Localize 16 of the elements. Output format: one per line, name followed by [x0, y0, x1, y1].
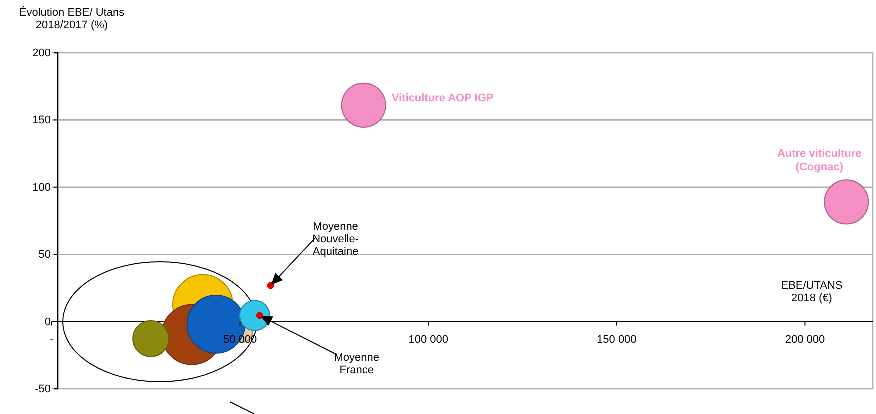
y-tick-label: 50	[38, 249, 51, 262]
y-tick-label: 0	[44, 316, 51, 328]
y-tick-label: -50	[35, 384, 51, 396]
y-tick-label: 200	[32, 48, 51, 60]
x-tick-label: 100 000	[408, 334, 448, 346]
y-axis-title: Évolution EBE/ Utans 2018/2017 (%)	[19, 6, 126, 32]
x-axis-title: EBE/UTANS 2018 (€)	[781, 280, 843, 305]
annotation: Moyenne France	[334, 352, 380, 376]
y-tick-label: 150	[32, 114, 51, 127]
y-tick-label: 100	[32, 182, 51, 194]
series-label: Viticulture AOP IGP	[392, 92, 494, 104]
annotation: Moyenne Nouvelle- Aquitaine	[312, 220, 360, 258]
series-label: Autre viticulture (Cognac)	[777, 148, 862, 174]
x-tick-label: -	[50, 334, 54, 346]
x-tick-label: 150 000	[597, 334, 637, 346]
x-tick-label: 200 000	[785, 334, 826, 346]
